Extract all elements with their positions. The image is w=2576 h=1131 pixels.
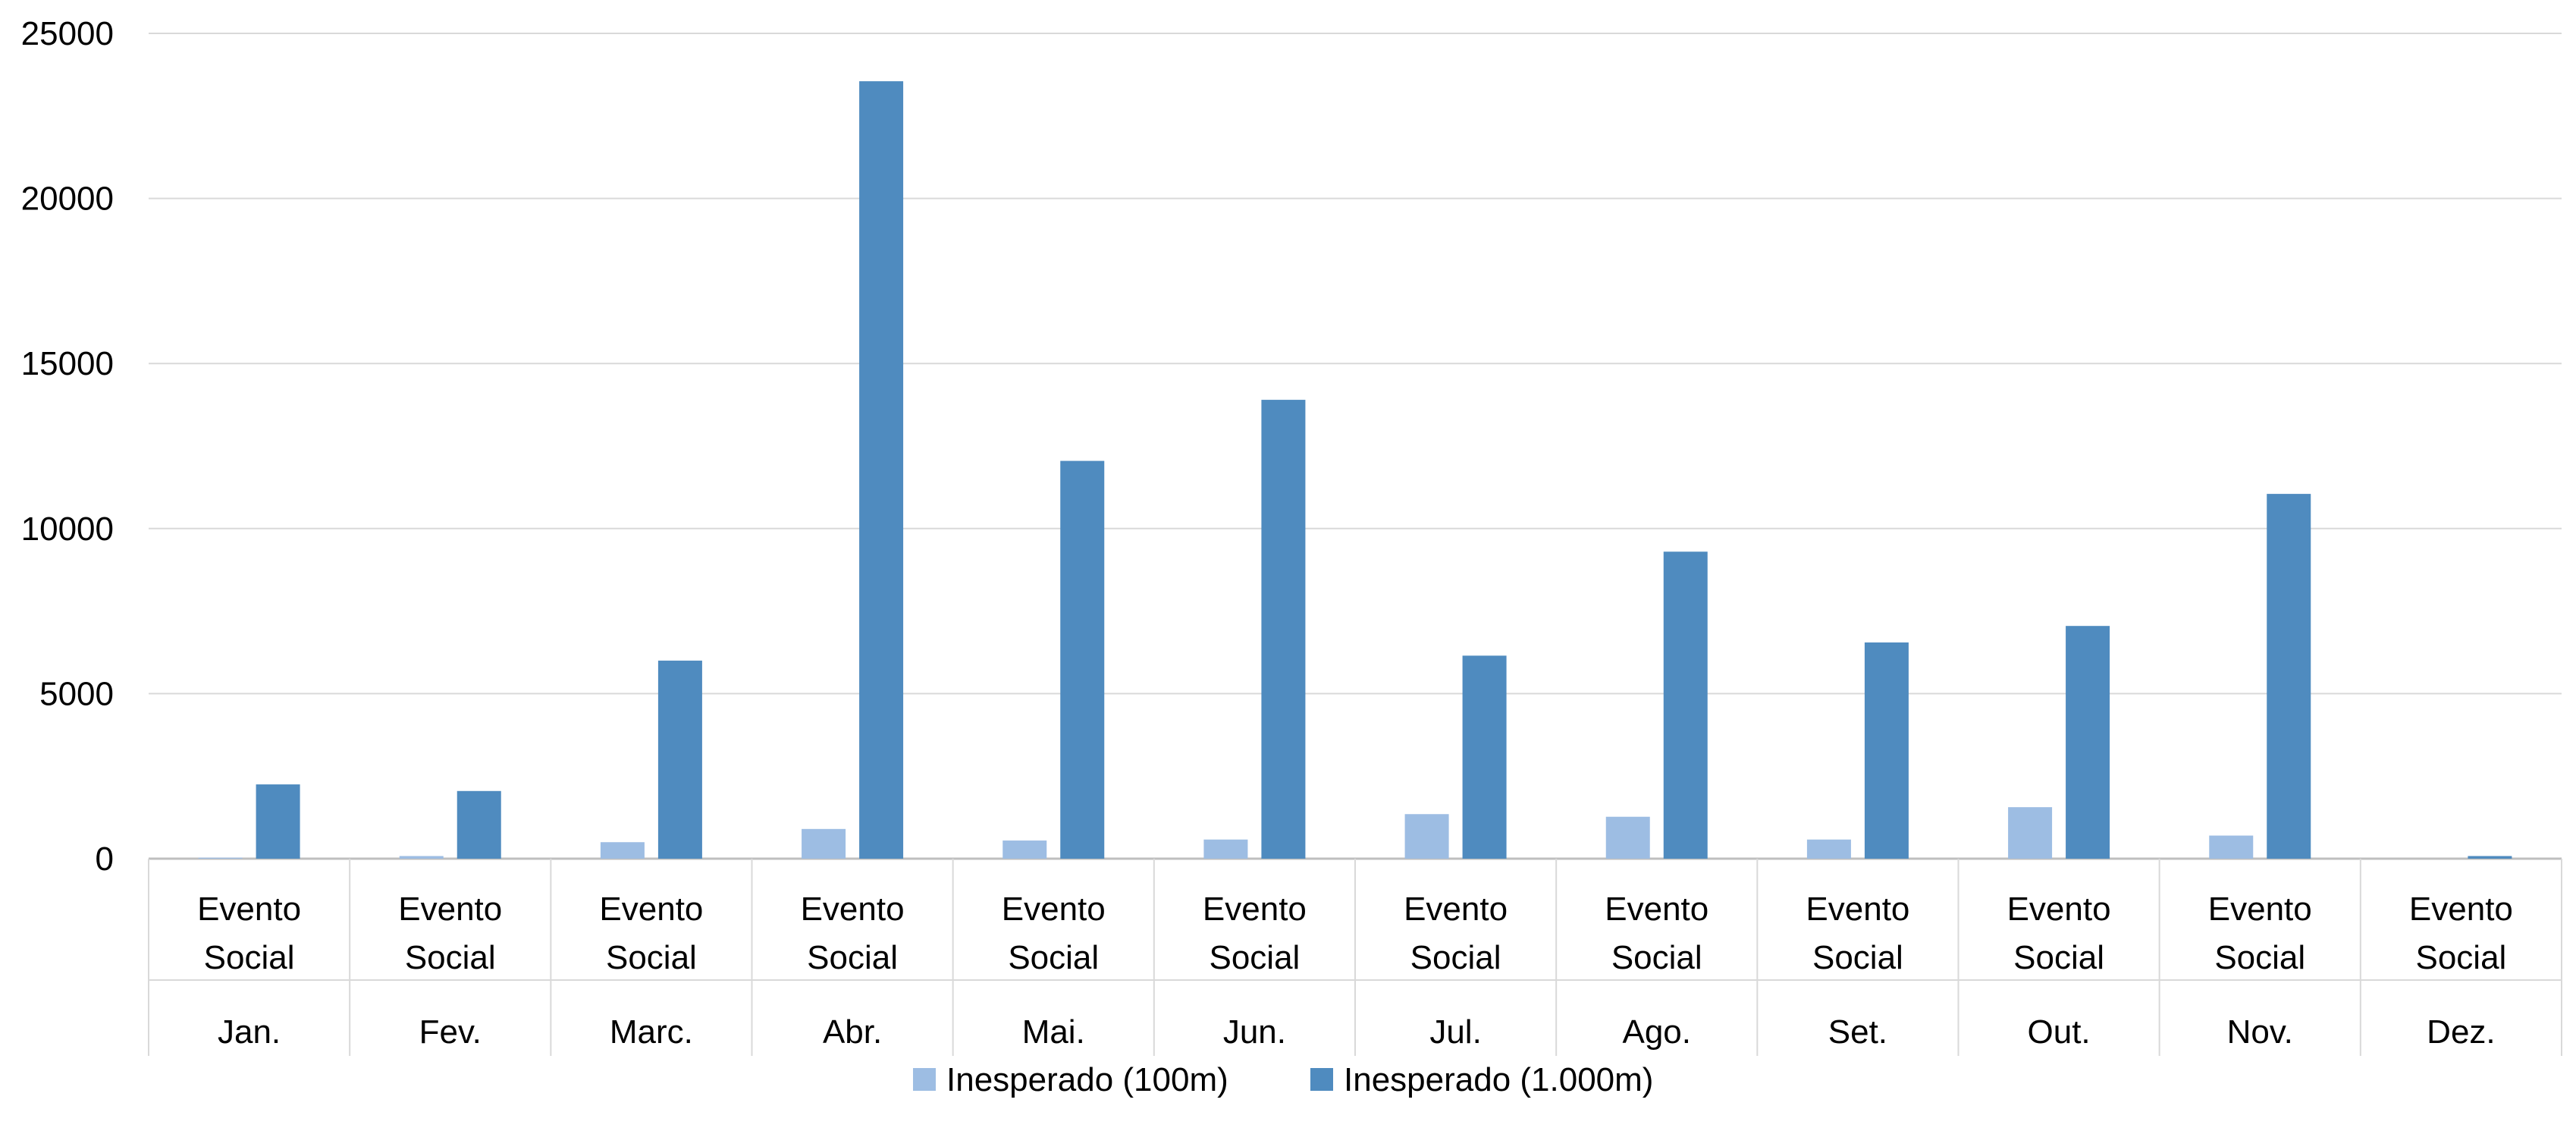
legend-swatch bbox=[1310, 1068, 1333, 1091]
bar-inesperado-1000m-2 bbox=[657, 660, 702, 859]
bar-inesperado-1000m-10 bbox=[2267, 494, 2311, 859]
bar-inesperado-1000m-9 bbox=[2066, 626, 2110, 859]
month-label: Abr. bbox=[823, 1013, 882, 1051]
gridlines bbox=[149, 33, 2562, 860]
bar-inesperado-1000m-5 bbox=[1261, 400, 1306, 859]
bar-inesperado-100m-9 bbox=[2008, 807, 2053, 859]
month-label: Jun. bbox=[1223, 1013, 1286, 1051]
bar-inesperado-1000m-7 bbox=[1663, 551, 1708, 859]
month-label: Dez. bbox=[2427, 1013, 2495, 1051]
y-tick-label: 0 bbox=[96, 840, 114, 878]
subcategory-label: Social bbox=[1812, 939, 1903, 976]
bar-inesperado-1000m-6 bbox=[1462, 655, 1507, 859]
bar-inesperado-1000m-4 bbox=[1060, 460, 1105, 859]
subcategory-label: Social bbox=[2214, 939, 2305, 976]
bar-inesperado-100m-4 bbox=[1002, 840, 1047, 859]
bar-inesperado-100m-6 bbox=[1404, 814, 1449, 859]
subcategory-label: Social bbox=[807, 939, 898, 976]
y-tick-label: 10000 bbox=[21, 511, 114, 548]
subcategory-label: Social bbox=[1209, 939, 1300, 976]
subcategory-label: Evento bbox=[1203, 891, 1307, 928]
legend-swatch bbox=[913, 1068, 936, 1091]
subcategory-label: Social bbox=[204, 939, 295, 976]
month-label: Mai. bbox=[1022, 1013, 1085, 1051]
month-label: Jan. bbox=[218, 1013, 281, 1051]
subcategory-label: Evento bbox=[599, 891, 703, 928]
subcategory-label: Evento bbox=[197, 891, 301, 928]
month-label: Ago. bbox=[1622, 1013, 1691, 1051]
subcategory-label: Evento bbox=[398, 891, 502, 928]
subcategory-label: Evento bbox=[1806, 891, 1909, 928]
subcategory-label: Evento bbox=[1002, 891, 1106, 928]
subcategory-label: Social bbox=[606, 939, 697, 976]
subcategory-label: Evento bbox=[801, 891, 905, 928]
legend-label: Inesperado (1.000m) bbox=[1344, 1061, 1653, 1098]
bar-inesperado-1000m-8 bbox=[1864, 642, 1909, 859]
month-label: Marc. bbox=[610, 1013, 693, 1051]
month-label: Out. bbox=[2028, 1013, 2091, 1051]
subcategory-label: Social bbox=[2013, 939, 2104, 976]
bar-inesperado-1000m-0 bbox=[256, 784, 300, 859]
bar-inesperado-1000m-3 bbox=[859, 81, 904, 859]
bar-inesperado-1000m-11 bbox=[2468, 856, 2512, 859]
month-label: Set. bbox=[1828, 1013, 1887, 1051]
subcategory-label: Evento bbox=[2007, 891, 2111, 928]
bars bbox=[198, 81, 2512, 859]
month-label: Jul. bbox=[1429, 1013, 1481, 1051]
subcategory-label: Social bbox=[1611, 939, 1702, 976]
subcategory-label: Evento bbox=[1404, 891, 1508, 928]
legend-label: Inesperado (100m) bbox=[946, 1061, 1228, 1098]
y-tick-label: 25000 bbox=[21, 15, 114, 52]
bar-inesperado-1000m-1 bbox=[457, 790, 501, 859]
subcategory-label: Evento bbox=[2409, 891, 2513, 928]
bar-inesperado-100m-0 bbox=[198, 857, 243, 859]
bar-inesperado-100m-1 bbox=[399, 856, 444, 859]
month-label: Nov. bbox=[2227, 1013, 2293, 1051]
subcategory-label: Social bbox=[2415, 939, 2506, 976]
bar-inesperado-100m-3 bbox=[802, 828, 846, 859]
legend: Inesperado (100m) Inesperado (1.000m) bbox=[913, 1061, 1653, 1098]
y-tick-label: 15000 bbox=[21, 345, 114, 382]
subcategory-label: Social bbox=[405, 939, 496, 976]
y-axis-tick-labels: 0 5000 10000 15000 20000 25000 bbox=[21, 15, 114, 878]
subcategory-label: Evento bbox=[1605, 891, 1708, 928]
subcategory-label: Social bbox=[1008, 939, 1099, 976]
y-tick-label: 20000 bbox=[21, 181, 114, 218]
bar-inesperado-100m-5 bbox=[1203, 839, 1248, 859]
bar-inesperado-100m-2 bbox=[600, 842, 645, 859]
bar-inesperado-100m-8 bbox=[1806, 839, 1851, 859]
bar-inesperado-100m-10 bbox=[2209, 835, 2254, 859]
x-axis: Evento Social Jan. Evento Social Fev. Evento So… bbox=[148, 859, 2562, 1056]
month-label: Fev. bbox=[419, 1013, 482, 1051]
y-tick-label: 5000 bbox=[39, 675, 114, 712]
subcategory-label: Social bbox=[1410, 939, 1501, 976]
subcategory-label: Evento bbox=[2208, 891, 2312, 928]
bar-inesperado-100m-7 bbox=[1605, 816, 1650, 859]
